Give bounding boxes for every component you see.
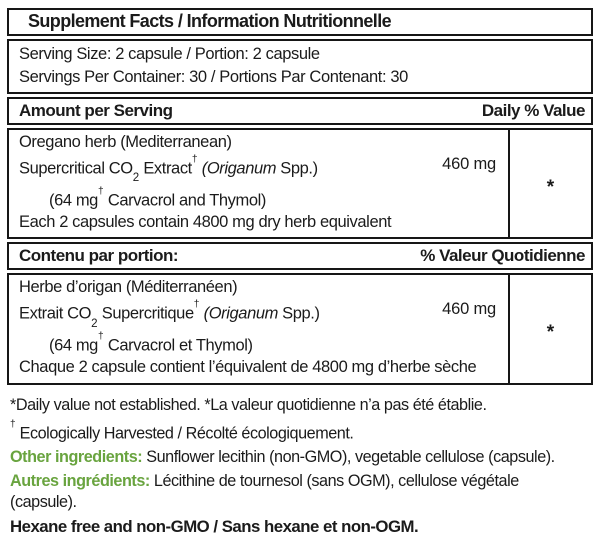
column-header-fr: Contenu par portion: % Valeur Quotidienn… xyxy=(7,242,593,271)
co2-subscript: 2 xyxy=(91,317,98,330)
dagger-superscript: † xyxy=(193,298,200,310)
other-ingredients-label: Other ingredients: xyxy=(10,447,143,466)
daily-value-footnote: *Daily value not established. *La valeur… xyxy=(10,395,487,414)
ingredient-extract-name-en: Supercritical CO2 Extract† (Origanum Spp… xyxy=(19,153,318,185)
ingredient-name-line3-en: (64 mg† Carvacrol and Thymol) xyxy=(49,185,267,210)
daily-value-asterisk-fr: * xyxy=(546,321,555,343)
ingredient-details-en: Oregano herb (Mediterranean) Supercritic… xyxy=(9,130,508,237)
contenu-par-portion-label: Contenu par portion: xyxy=(19,246,179,266)
amount-per-serving-label: Amount per Serving xyxy=(19,101,173,120)
ingredient-name-line2-fr: Extrait CO2 Supercritique† (Origanum Spp… xyxy=(19,299,508,331)
hexane-free-line: Hexane free and non-GMO / Sans hexane et… xyxy=(10,516,419,536)
dagger-superscript: † xyxy=(191,153,198,165)
column-header-en: Amount per Serving Daily % Value xyxy=(7,97,593,125)
ingredient-extract-name-fr: Extrait CO2 Supercritique† (Origanum Spp… xyxy=(19,298,320,330)
latin-name-italic: (Origanum xyxy=(197,159,277,177)
footnotes-section: *Daily value not established. *La valeur… xyxy=(7,388,593,537)
autres-ingredients-wrap: (capsule). xyxy=(10,492,77,511)
ingredient-name-line2-en: Supercritical CO2 Extract† (Origanum Spp… xyxy=(19,154,508,186)
ingredient-name-line4-en: Each 2 capsules contain 4800 mg dry herb… xyxy=(19,212,392,231)
servings-per-container-line: Servings Per Container: 30 / Portions Pa… xyxy=(19,68,408,86)
serving-size-line: Serving Size: 2 capsule / Portion: 2 cap… xyxy=(19,45,320,63)
ingredient-row-en: Oregano herb (Mediterranean) Supercritic… xyxy=(7,128,593,240)
serving-info-box: Serving Size: 2 capsule / Portion: 2 cap… xyxy=(7,39,593,94)
dagger-superscript: † xyxy=(97,331,104,343)
latin-name-italic: (Origanum xyxy=(199,304,279,323)
amount-value-fr: 460 mg xyxy=(442,299,496,318)
daily-value-column-en: * xyxy=(508,130,591,238)
ingredient-name-line1-fr: Herbe d’origan (Méditerranéen) xyxy=(19,278,238,297)
ingredient-name-line1-en: Oregano herb (Mediterranean) xyxy=(19,133,232,151)
ingredient-details-fr: Herbe d’origan (Méditerranéen) Extrait C… xyxy=(9,275,508,382)
valeur-quotidienne-label: % Valeur Quotidienne xyxy=(420,246,585,266)
panel-title: Supplement Facts / Information Nutrition… xyxy=(7,8,593,36)
daily-value-column-fr: * xyxy=(508,275,591,383)
ecologically-harvested-footnote: † Ecologically Harvested / Récolté écolo… xyxy=(10,418,354,442)
daily-value-asterisk-en: * xyxy=(546,176,555,198)
other-ingredients-line: Other ingredients: Sunflower lecithin (n… xyxy=(10,447,555,466)
ingredient-row-fr: Herbe d’origan (Méditerranéen) Extrait C… xyxy=(7,273,593,385)
dagger-superscript: † xyxy=(97,185,104,197)
amount-value-en: 460 mg xyxy=(442,154,496,173)
ingredient-name-line4-fr: Chaque 2 capsule contient l’équivalent d… xyxy=(19,358,477,377)
daily-percent-value-label: Daily % Value xyxy=(481,101,586,120)
co2-subscript: 2 xyxy=(132,172,140,185)
autres-ingredients-label: Autres ingrédients: xyxy=(10,471,150,490)
ingredient-name-line3-fr: (64 mg† Carvacrol et Thymol) xyxy=(49,331,253,355)
dagger-superscript: † xyxy=(10,418,16,430)
